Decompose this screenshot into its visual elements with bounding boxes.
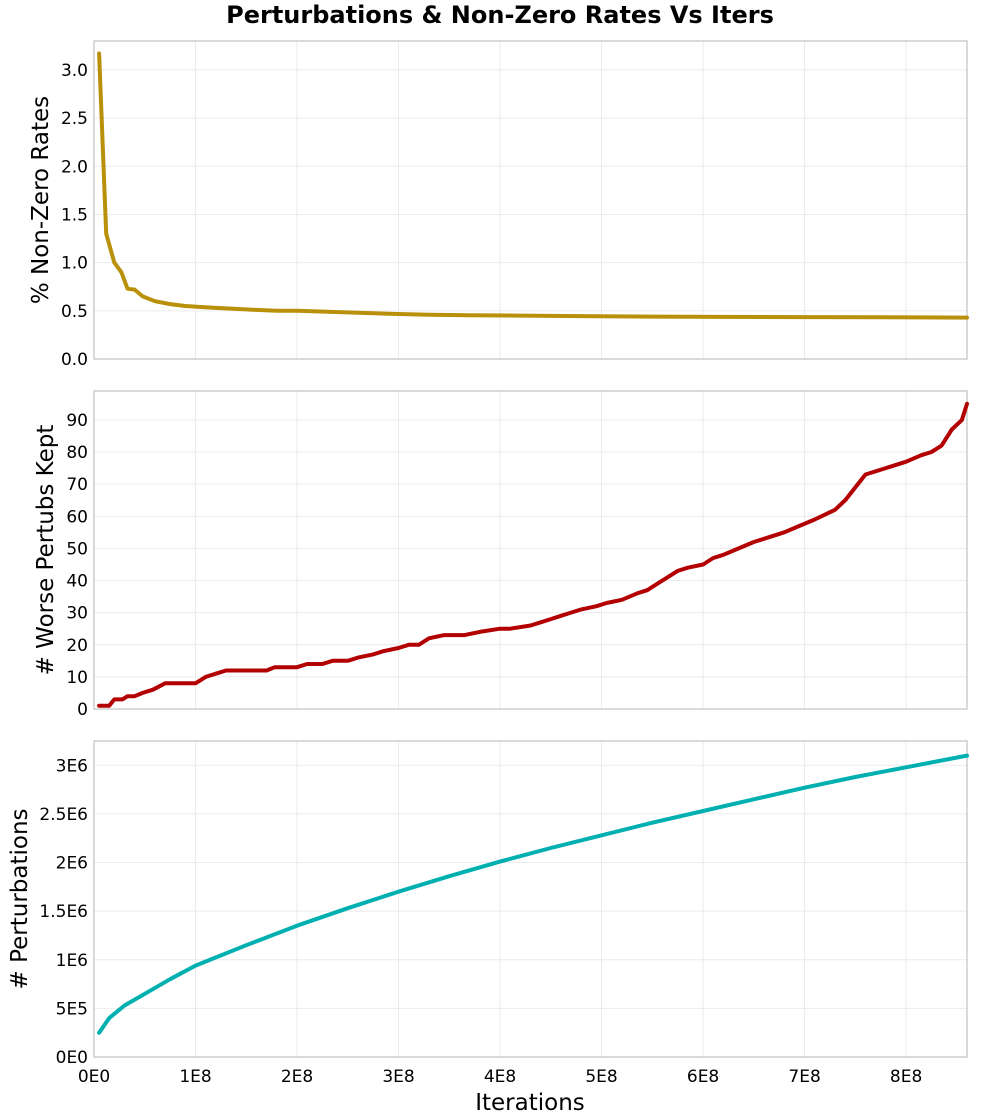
y-tick-label: 70 [66, 475, 88, 495]
y-axis-label: # Perturbations [7, 808, 33, 989]
chart-title: Perturbations & Non-Zero Rates Vs Iters [226, 1, 774, 29]
y-tick-label: 20 [66, 636, 88, 656]
x-tick-label: 8E8 [890, 1067, 922, 1087]
series-line [97, 401, 969, 708]
y-tick-label: 30 [66, 604, 88, 624]
plot-frame [93, 390, 968, 710]
y-tick-label: 0.5 [61, 302, 88, 322]
y-tick-label: 60 [66, 507, 88, 527]
x-tick-label: 1E8 [179, 1067, 211, 1087]
y-tick-label: 2E6 [56, 854, 88, 874]
y-tick-label: 5E5 [56, 999, 88, 1019]
y-tick-label: 3E6 [56, 756, 88, 776]
x-tick-label: 0E0 [78, 1067, 110, 1087]
y-tick-label: 3.0 [61, 61, 88, 81]
y-tick-label: 1.5E6 [39, 902, 88, 922]
x-axis-label: Iterations [475, 1090, 585, 1116]
y-tick-label: 0E0 [56, 1048, 88, 1068]
y-tick-label: 2.5E6 [39, 805, 88, 825]
series-line [97, 753, 969, 1035]
y-tick-label: 90 [66, 411, 88, 431]
panels: 0.0 0.5 1.0 1.5 2.0 2.5 3.0 % Non-Zero Rates 0 10… [7, 40, 969, 1087]
y-tick-label: 2.0 [61, 157, 88, 177]
y-axis-label: # Worse Pertubs Kept [33, 425, 59, 676]
y-tick-label: 1.0 [61, 254, 88, 274]
series-line [97, 51, 969, 320]
x-tick-label: 7E8 [788, 1067, 820, 1087]
y-tick-label: 80 [66, 443, 88, 463]
y-tick-label: 0.0 [61, 350, 88, 370]
x-tick-label: 2E8 [281, 1067, 313, 1087]
y-tick-label: 1E6 [56, 951, 88, 971]
x-tick-label: 6E8 [687, 1067, 719, 1087]
y-axis-label: % Non-Zero Rates [28, 96, 54, 304]
panel-3: 0E0 5E5 1E6 1.5E6 2E6 2.5E6 3E6 # Perturbations… [7, 740, 969, 1087]
y-tick-label: 2.5 [61, 109, 88, 129]
plot-frame [93, 40, 968, 360]
panel-1: 0.0 0.5 1.0 1.5 2.0 2.5 3.0 % Non-Zero Rates [28, 40, 969, 370]
y-tick-label: 1.5 [61, 205, 88, 225]
y-tick-label: 10 [66, 668, 88, 688]
y-tick-label: 40 [66, 572, 88, 592]
y-tick-label: 50 [66, 539, 88, 559]
y-tick-label: 0 [77, 700, 88, 720]
panel-2: 0 10 20 30 40 50 60 70 80 90 # Worse Pertubs Kept [33, 390, 969, 720]
x-tick-label: 4E8 [484, 1067, 516, 1087]
x-tick-label: 5E8 [585, 1067, 617, 1087]
plot-frame [93, 740, 968, 1058]
x-tick-label: 3E8 [382, 1067, 414, 1087]
